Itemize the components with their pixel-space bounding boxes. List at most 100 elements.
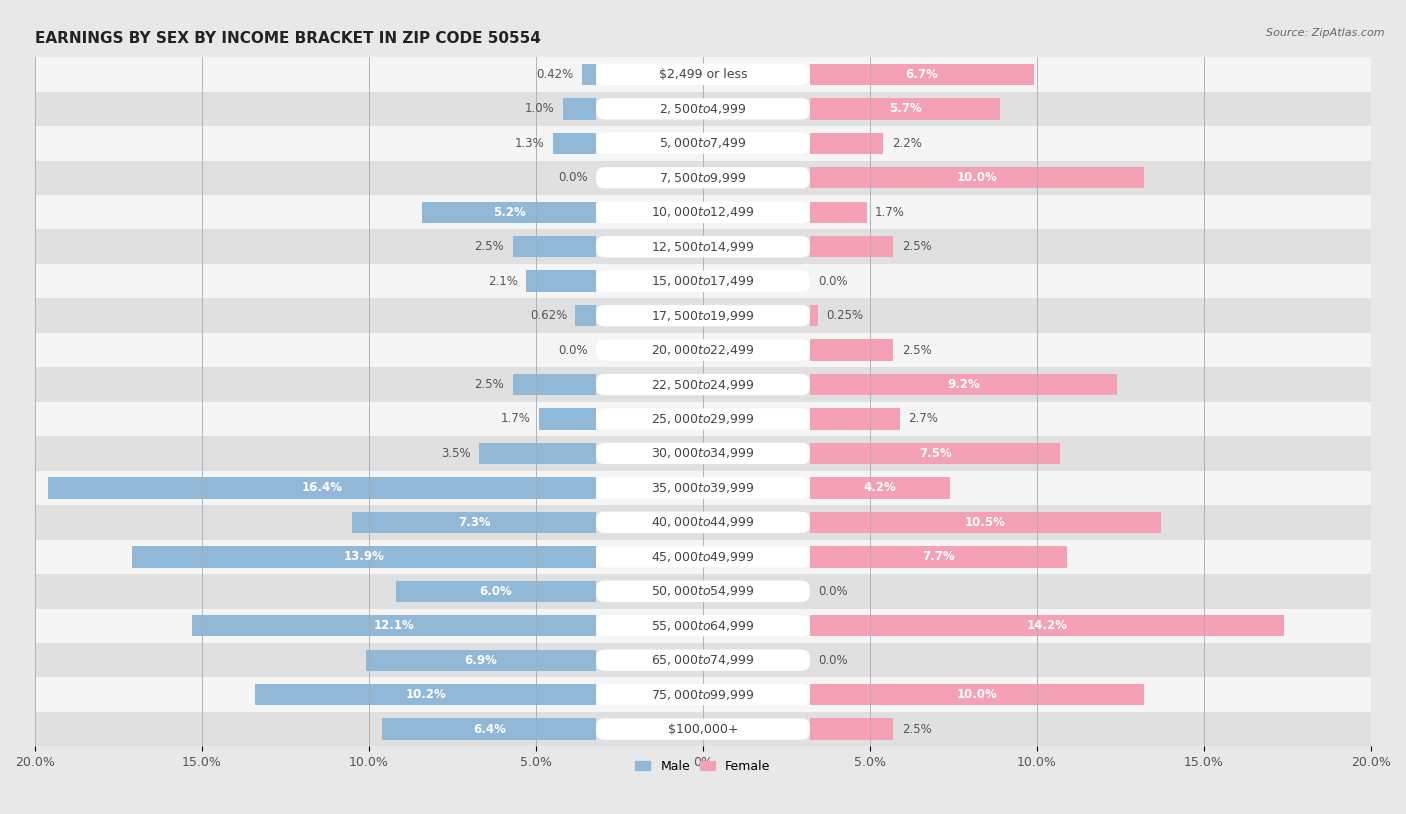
Text: $50,000 to $54,999: $50,000 to $54,999	[651, 584, 755, 598]
Text: 2.1%: 2.1%	[488, 274, 517, 287]
FancyBboxPatch shape	[596, 270, 810, 292]
Bar	[35, 470, 1371, 505]
Text: 16.4%: 16.4%	[302, 481, 343, 494]
Text: 2.2%: 2.2%	[891, 137, 921, 150]
Bar	[35, 712, 1371, 746]
FancyBboxPatch shape	[596, 546, 810, 567]
Text: $20,000 to $22,499: $20,000 to $22,499	[651, 343, 755, 357]
Bar	[193, 615, 596, 637]
Text: $22,500 to $24,999: $22,500 to $24,999	[651, 378, 755, 392]
Bar	[810, 546, 1067, 567]
Text: $17,500 to $19,999: $17,500 to $19,999	[651, 309, 755, 322]
Bar	[132, 546, 596, 567]
Bar	[35, 609, 1371, 643]
Bar	[810, 374, 1118, 396]
Bar	[35, 57, 1371, 92]
FancyBboxPatch shape	[596, 63, 810, 85]
Bar	[35, 677, 1371, 712]
Text: 1.7%: 1.7%	[501, 413, 531, 426]
Text: 0.62%: 0.62%	[530, 309, 567, 322]
Bar	[810, 719, 893, 740]
Bar	[35, 160, 1371, 195]
Bar	[810, 409, 900, 430]
Text: $2,499 or less: $2,499 or less	[659, 68, 747, 81]
Text: 4.2%: 4.2%	[863, 481, 897, 494]
FancyBboxPatch shape	[596, 580, 810, 602]
Text: $55,000 to $64,999: $55,000 to $64,999	[651, 619, 755, 632]
FancyBboxPatch shape	[596, 443, 810, 464]
Text: 6.4%: 6.4%	[472, 723, 506, 736]
Bar	[35, 264, 1371, 299]
Text: 1.3%: 1.3%	[515, 137, 544, 150]
Bar	[575, 305, 596, 326]
Text: 0.0%: 0.0%	[818, 654, 848, 667]
Bar	[810, 477, 950, 499]
Text: 6.0%: 6.0%	[479, 584, 512, 597]
Text: 5.7%: 5.7%	[889, 103, 921, 116]
Bar	[35, 299, 1371, 333]
Bar	[810, 684, 1144, 706]
FancyBboxPatch shape	[596, 512, 810, 533]
Bar	[48, 477, 596, 499]
Text: 0.0%: 0.0%	[558, 344, 588, 357]
Bar	[562, 98, 596, 120]
Bar	[35, 402, 1371, 436]
Bar	[810, 133, 883, 154]
Text: 2.5%: 2.5%	[901, 344, 932, 357]
Text: $7,500 to $9,999: $7,500 to $9,999	[659, 171, 747, 185]
Bar	[810, 512, 1160, 533]
Bar	[256, 684, 596, 706]
Text: 7.5%: 7.5%	[918, 447, 952, 460]
FancyBboxPatch shape	[596, 477, 810, 499]
Bar	[366, 650, 596, 671]
Text: 1.0%: 1.0%	[524, 103, 554, 116]
FancyBboxPatch shape	[596, 202, 810, 223]
Text: $10,000 to $12,499: $10,000 to $12,499	[651, 205, 755, 219]
Legend: Male, Female: Male, Female	[630, 755, 776, 778]
FancyBboxPatch shape	[596, 719, 810, 740]
Bar	[35, 540, 1371, 574]
Text: 9.2%: 9.2%	[948, 378, 980, 391]
FancyBboxPatch shape	[596, 305, 810, 326]
FancyBboxPatch shape	[596, 167, 810, 189]
Text: EARNINGS BY SEX BY INCOME BRACKET IN ZIP CODE 50554: EARNINGS BY SEX BY INCOME BRACKET IN ZIP…	[35, 31, 541, 46]
Text: 2.5%: 2.5%	[901, 723, 932, 736]
Bar	[526, 270, 596, 292]
Text: 10.2%: 10.2%	[405, 688, 446, 701]
Text: 5.2%: 5.2%	[494, 206, 526, 219]
Text: $2,500 to $4,999: $2,500 to $4,999	[659, 102, 747, 116]
Text: $100,000+: $100,000+	[668, 723, 738, 736]
Bar	[35, 92, 1371, 126]
Text: $30,000 to $34,999: $30,000 to $34,999	[651, 446, 755, 461]
Bar	[582, 63, 596, 85]
Bar	[513, 236, 596, 257]
Bar	[35, 436, 1371, 470]
Bar	[810, 63, 1033, 85]
FancyBboxPatch shape	[596, 339, 810, 361]
Text: 7.7%: 7.7%	[922, 550, 955, 563]
Bar	[810, 202, 866, 223]
Bar	[810, 443, 1060, 464]
Text: $15,000 to $17,499: $15,000 to $17,499	[651, 274, 755, 288]
Bar	[35, 333, 1371, 367]
Text: 2.5%: 2.5%	[474, 378, 505, 391]
Text: 13.9%: 13.9%	[343, 550, 384, 563]
Bar	[382, 719, 596, 740]
Text: 12.1%: 12.1%	[374, 619, 415, 632]
Text: 6.9%: 6.9%	[464, 654, 498, 667]
Bar	[35, 230, 1371, 264]
Text: $45,000 to $49,999: $45,000 to $49,999	[651, 549, 755, 564]
Bar	[810, 339, 893, 361]
Text: 0.25%: 0.25%	[827, 309, 863, 322]
Text: $40,000 to $44,999: $40,000 to $44,999	[651, 515, 755, 529]
Text: 10.5%: 10.5%	[965, 516, 1005, 529]
Bar	[810, 98, 1000, 120]
Text: 0.0%: 0.0%	[818, 584, 848, 597]
Text: $25,000 to $29,999: $25,000 to $29,999	[651, 412, 755, 426]
Text: 2.7%: 2.7%	[908, 413, 938, 426]
FancyBboxPatch shape	[596, 133, 810, 154]
Bar	[35, 505, 1371, 540]
Bar	[35, 126, 1371, 160]
Text: 14.2%: 14.2%	[1026, 619, 1067, 632]
FancyBboxPatch shape	[596, 650, 810, 671]
